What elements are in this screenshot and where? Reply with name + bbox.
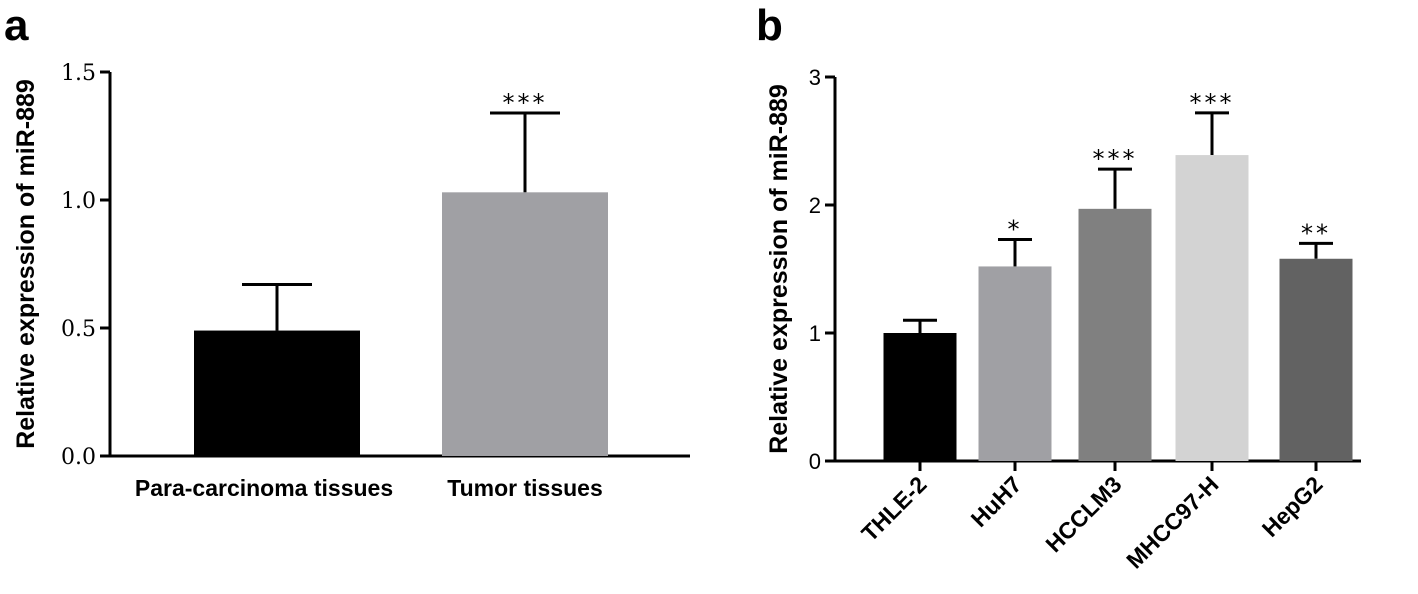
panel-b-y-tick-label: 0 xyxy=(809,449,821,474)
panel-b-y-tick-label: 3 xyxy=(809,65,821,90)
panel-b-significance-label: *** xyxy=(1190,89,1235,117)
panel-b-significance-label: ** xyxy=(1301,219,1331,247)
panel-a-bar xyxy=(194,330,360,456)
panel-a-y-axis-label: Relative expression of miR-889 xyxy=(12,79,40,449)
panel-a-category-label: Tumor tissues xyxy=(447,475,603,501)
panel-a-y-tick-label: 1.5 xyxy=(61,61,96,86)
panel-b-category-label: HCCLM3 xyxy=(1040,471,1126,557)
panel-b-significance-label: *** xyxy=(1093,145,1138,173)
panel-b-significance-label: * xyxy=(1008,216,1023,244)
panel-b-bar xyxy=(978,266,1052,461)
panel-a-y-tick-label: 1.0 xyxy=(61,189,96,214)
panel-b-letter: b xyxy=(756,1,783,50)
panel-b-bar xyxy=(1279,258,1353,461)
panel-a-significance-label: *** xyxy=(503,89,548,117)
panel-a-bar xyxy=(442,192,608,456)
panel-b-category-label: HepG2 xyxy=(1257,471,1328,542)
panel-b-category-label: THLE-2 xyxy=(856,471,931,546)
panel-b-bar xyxy=(883,333,957,461)
panel-b-bar xyxy=(1078,208,1152,461)
panel-b-y-tick-label: 1 xyxy=(809,321,821,346)
panel-b-bar xyxy=(1175,155,1249,461)
panel-b-category-label: MHCC97-H xyxy=(1121,471,1223,573)
panel-b-y-tick-label: 2 xyxy=(809,193,821,218)
panel-a-letter: a xyxy=(4,1,29,50)
panel-a-category-label: Para-carcinoma tissues xyxy=(135,475,393,501)
panel-a-y-tick-label: 0.5 xyxy=(61,317,96,342)
panel-b-category-label: HuH7 xyxy=(966,471,1027,532)
panel-a-y-tick-label: 0.0 xyxy=(61,445,96,470)
panel-b-y-axis-label: Relative expression of miR-889 xyxy=(765,84,793,454)
